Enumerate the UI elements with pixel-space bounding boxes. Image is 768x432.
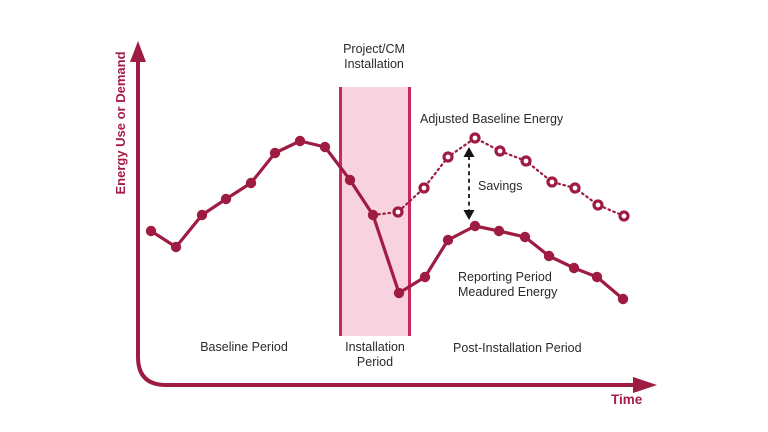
data-point-open — [418, 182, 430, 194]
data-point-filled — [367, 209, 379, 221]
data-point-open — [392, 206, 404, 218]
data-point-open — [442, 151, 454, 163]
savings-arrow-up-head-icon — [463, 147, 475, 157]
axes-line — [136, 60, 635, 387]
installation-period-label: Installation Period — [345, 340, 405, 369]
data-point-filled — [568, 262, 580, 274]
data-point-open — [494, 145, 506, 157]
x-axis-label: Time — [611, 392, 643, 407]
data-point-open — [520, 155, 532, 167]
data-point-filled — [442, 234, 454, 246]
data-point-open — [592, 199, 604, 211]
data-point-filled — [519, 231, 531, 243]
reporting-period-measured-energy-label: Reporting Period Meadured Energy — [458, 270, 558, 299]
data-point-filled — [196, 209, 208, 221]
data-point-filled — [591, 271, 603, 283]
adjusted-baseline-energy-label: Adjusted Baseline Energy — [420, 112, 564, 126]
y-axis-arrowhead-icon — [130, 41, 146, 62]
data-point-filled — [145, 225, 157, 237]
installation-band-left-border — [339, 87, 342, 336]
data-point-open — [569, 182, 581, 194]
data-point-filled — [170, 241, 182, 253]
post-installation-period-label: Post-Installation Period — [453, 341, 582, 355]
data-point-open — [546, 176, 558, 188]
data-point-open — [618, 210, 630, 222]
y-axis-label: Energy Use or Demand — [112, 51, 128, 195]
x-axis-arrowhead-icon — [633, 377, 657, 393]
data-point-filled — [344, 174, 356, 186]
data-point-filled — [319, 141, 331, 153]
project-cm-installation-label: Project/CM Installation — [343, 42, 405, 71]
data-point-filled — [294, 135, 306, 147]
data-point-filled — [245, 177, 257, 189]
data-point-filled — [543, 250, 555, 262]
installation-band-right-border — [408, 87, 411, 336]
data-point-filled — [269, 147, 281, 159]
data-point-filled — [493, 225, 505, 237]
data-point-filled — [617, 293, 629, 305]
data-point-filled — [469, 220, 481, 232]
data-point-filled — [220, 193, 232, 205]
savings-label: Savings — [478, 179, 523, 193]
baseline-period-label: Baseline Period — [200, 340, 288, 354]
savings-arrow-down-head-icon — [463, 210, 475, 220]
data-point-filled — [419, 271, 431, 283]
data-point-open — [469, 132, 481, 144]
data-point-filled — [393, 287, 405, 299]
